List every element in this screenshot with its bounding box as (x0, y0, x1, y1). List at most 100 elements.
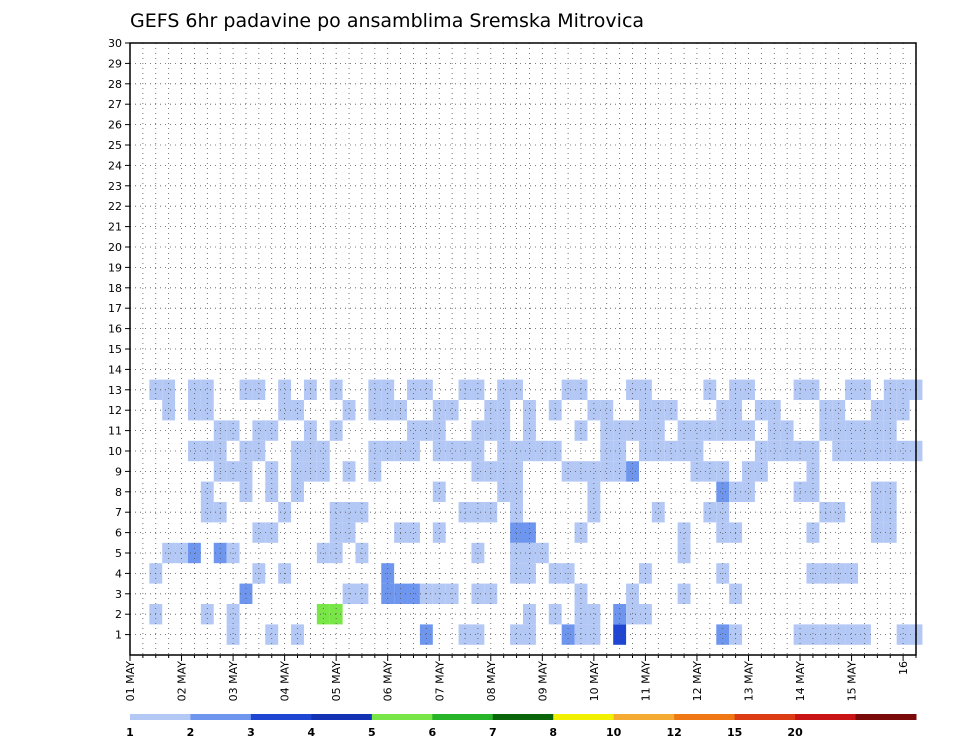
heatmap-cell (200, 379, 214, 400)
heatmap-cell (561, 624, 575, 645)
heatmap-cell (342, 522, 356, 543)
heatmap-cell (510, 440, 523, 462)
heatmap-cell (226, 420, 240, 441)
heatmap-cell (561, 461, 575, 482)
legend-swatch (613, 714, 675, 720)
y-tick-label: 25 (108, 139, 122, 152)
y-tick-label: 23 (108, 180, 122, 193)
heatmap-cell (200, 440, 214, 462)
heatmap-cell (523, 400, 536, 421)
heatmap-cell (432, 420, 446, 441)
heatmap-cell (587, 624, 601, 645)
heatmap-cell (870, 522, 884, 543)
y-tick-label: 3 (115, 588, 122, 601)
heatmap-cell (497, 379, 511, 400)
heatmap-cell (381, 440, 395, 462)
heatmap-cell (600, 440, 614, 462)
heatmap-cell (471, 502, 485, 523)
heatmap-cell (870, 481, 884, 502)
heatmap-cell (626, 420, 639, 441)
heatmap-cell (716, 400, 730, 421)
heatmap-cell (587, 481, 601, 502)
heatmap-cell (780, 420, 794, 441)
heatmap-cell (432, 400, 446, 421)
heatmap-cell (690, 440, 704, 462)
heatmap-cell (651, 502, 665, 523)
legend-swatch (250, 714, 312, 720)
heatmap-cell (523, 420, 536, 441)
x-tick-label: 09 MAY (536, 661, 549, 702)
heatmap-cell (613, 420, 627, 441)
heatmap-cell (677, 440, 691, 462)
heatmap-cell (600, 420, 614, 441)
legend-swatch (190, 714, 252, 720)
heatmap-cell (703, 420, 717, 441)
y-tick-label: 26 (108, 119, 122, 132)
heatmap-cell (381, 400, 395, 421)
heatmap-cell (677, 522, 691, 543)
heatmap-cell (445, 400, 459, 421)
legend-swatch (130, 714, 191, 720)
heatmap-cell (806, 481, 820, 502)
heatmap-cell (754, 400, 768, 421)
y-tick-label: 4 (115, 567, 122, 580)
chart-title: GEFS 6hr padavine po ansamblima Sremska … (130, 10, 644, 32)
heatmap-cell (613, 604, 627, 625)
y-tick-label: 20 (108, 241, 122, 254)
x-tick-label: 16 (897, 661, 910, 675)
heatmap-cell (742, 481, 755, 502)
x-tick-label: 01 MAY (124, 661, 137, 702)
heatmap-cell (600, 461, 614, 482)
heatmap-cell (368, 461, 382, 482)
heatmap-cell (252, 379, 266, 400)
x-axis-ticks: 01 MAY 02 MAY 03 MAY 04 MAY 05 MAY 06 MAY 07 M… (124, 655, 917, 702)
heatmap-cell (613, 461, 627, 482)
x-tick-label: 07 MAY (433, 661, 446, 702)
heatmap-cell (200, 481, 214, 502)
heatmap-cell (561, 379, 575, 400)
heatmap-cell (832, 420, 846, 441)
heatmap-cell (471, 461, 485, 482)
y-tick-label: 28 (108, 78, 122, 91)
y-tick-label: 24 (108, 159, 122, 172)
heatmap-cell (651, 440, 665, 462)
heatmap-cell (845, 624, 859, 645)
heatmap-cell (342, 400, 356, 421)
heatmap-cell (870, 400, 884, 421)
heatmap-cell (845, 420, 859, 441)
heatmap-cell (342, 461, 356, 482)
heatmap-cell (716, 461, 730, 482)
legend-label: 6 (428, 726, 436, 739)
heatmap-cell (497, 481, 511, 502)
heatmap-cell (716, 420, 730, 441)
heatmap-cell (419, 379, 433, 400)
heatmap-cell (200, 502, 214, 523)
heatmap-cell (265, 420, 279, 441)
heatmap-cell (690, 461, 704, 482)
heatmap-cell (832, 400, 846, 421)
heatmap-cell (278, 502, 292, 523)
heatmap-cell (187, 440, 201, 462)
heatmap-cell (806, 379, 820, 400)
y-tick-label: 14 (108, 363, 122, 376)
y-tick-label: 30 (108, 37, 122, 50)
heatmap-cell (690, 420, 704, 441)
y-tick-label: 12 (108, 404, 122, 417)
heatmap-cell (523, 624, 536, 645)
legend-label: 3 (247, 726, 255, 739)
heatmap-cell (510, 522, 523, 543)
heatmap-cell (742, 379, 755, 400)
heatmap-cell (497, 400, 511, 421)
heatmap-cell (329, 522, 343, 543)
heatmap-cell (407, 440, 420, 462)
heatmap-cell (291, 624, 304, 645)
heatmap-cell (845, 379, 859, 400)
heatmap-cell (535, 440, 549, 462)
x-tick-label: 02 MAY (176, 661, 189, 702)
heatmap-cell (471, 420, 485, 441)
heatmap-cell (445, 440, 459, 462)
heatmap-cell (767, 420, 781, 441)
heatmap-cell (626, 379, 639, 400)
y-tick-label: 22 (108, 200, 122, 213)
heatmap-cell (767, 440, 781, 462)
